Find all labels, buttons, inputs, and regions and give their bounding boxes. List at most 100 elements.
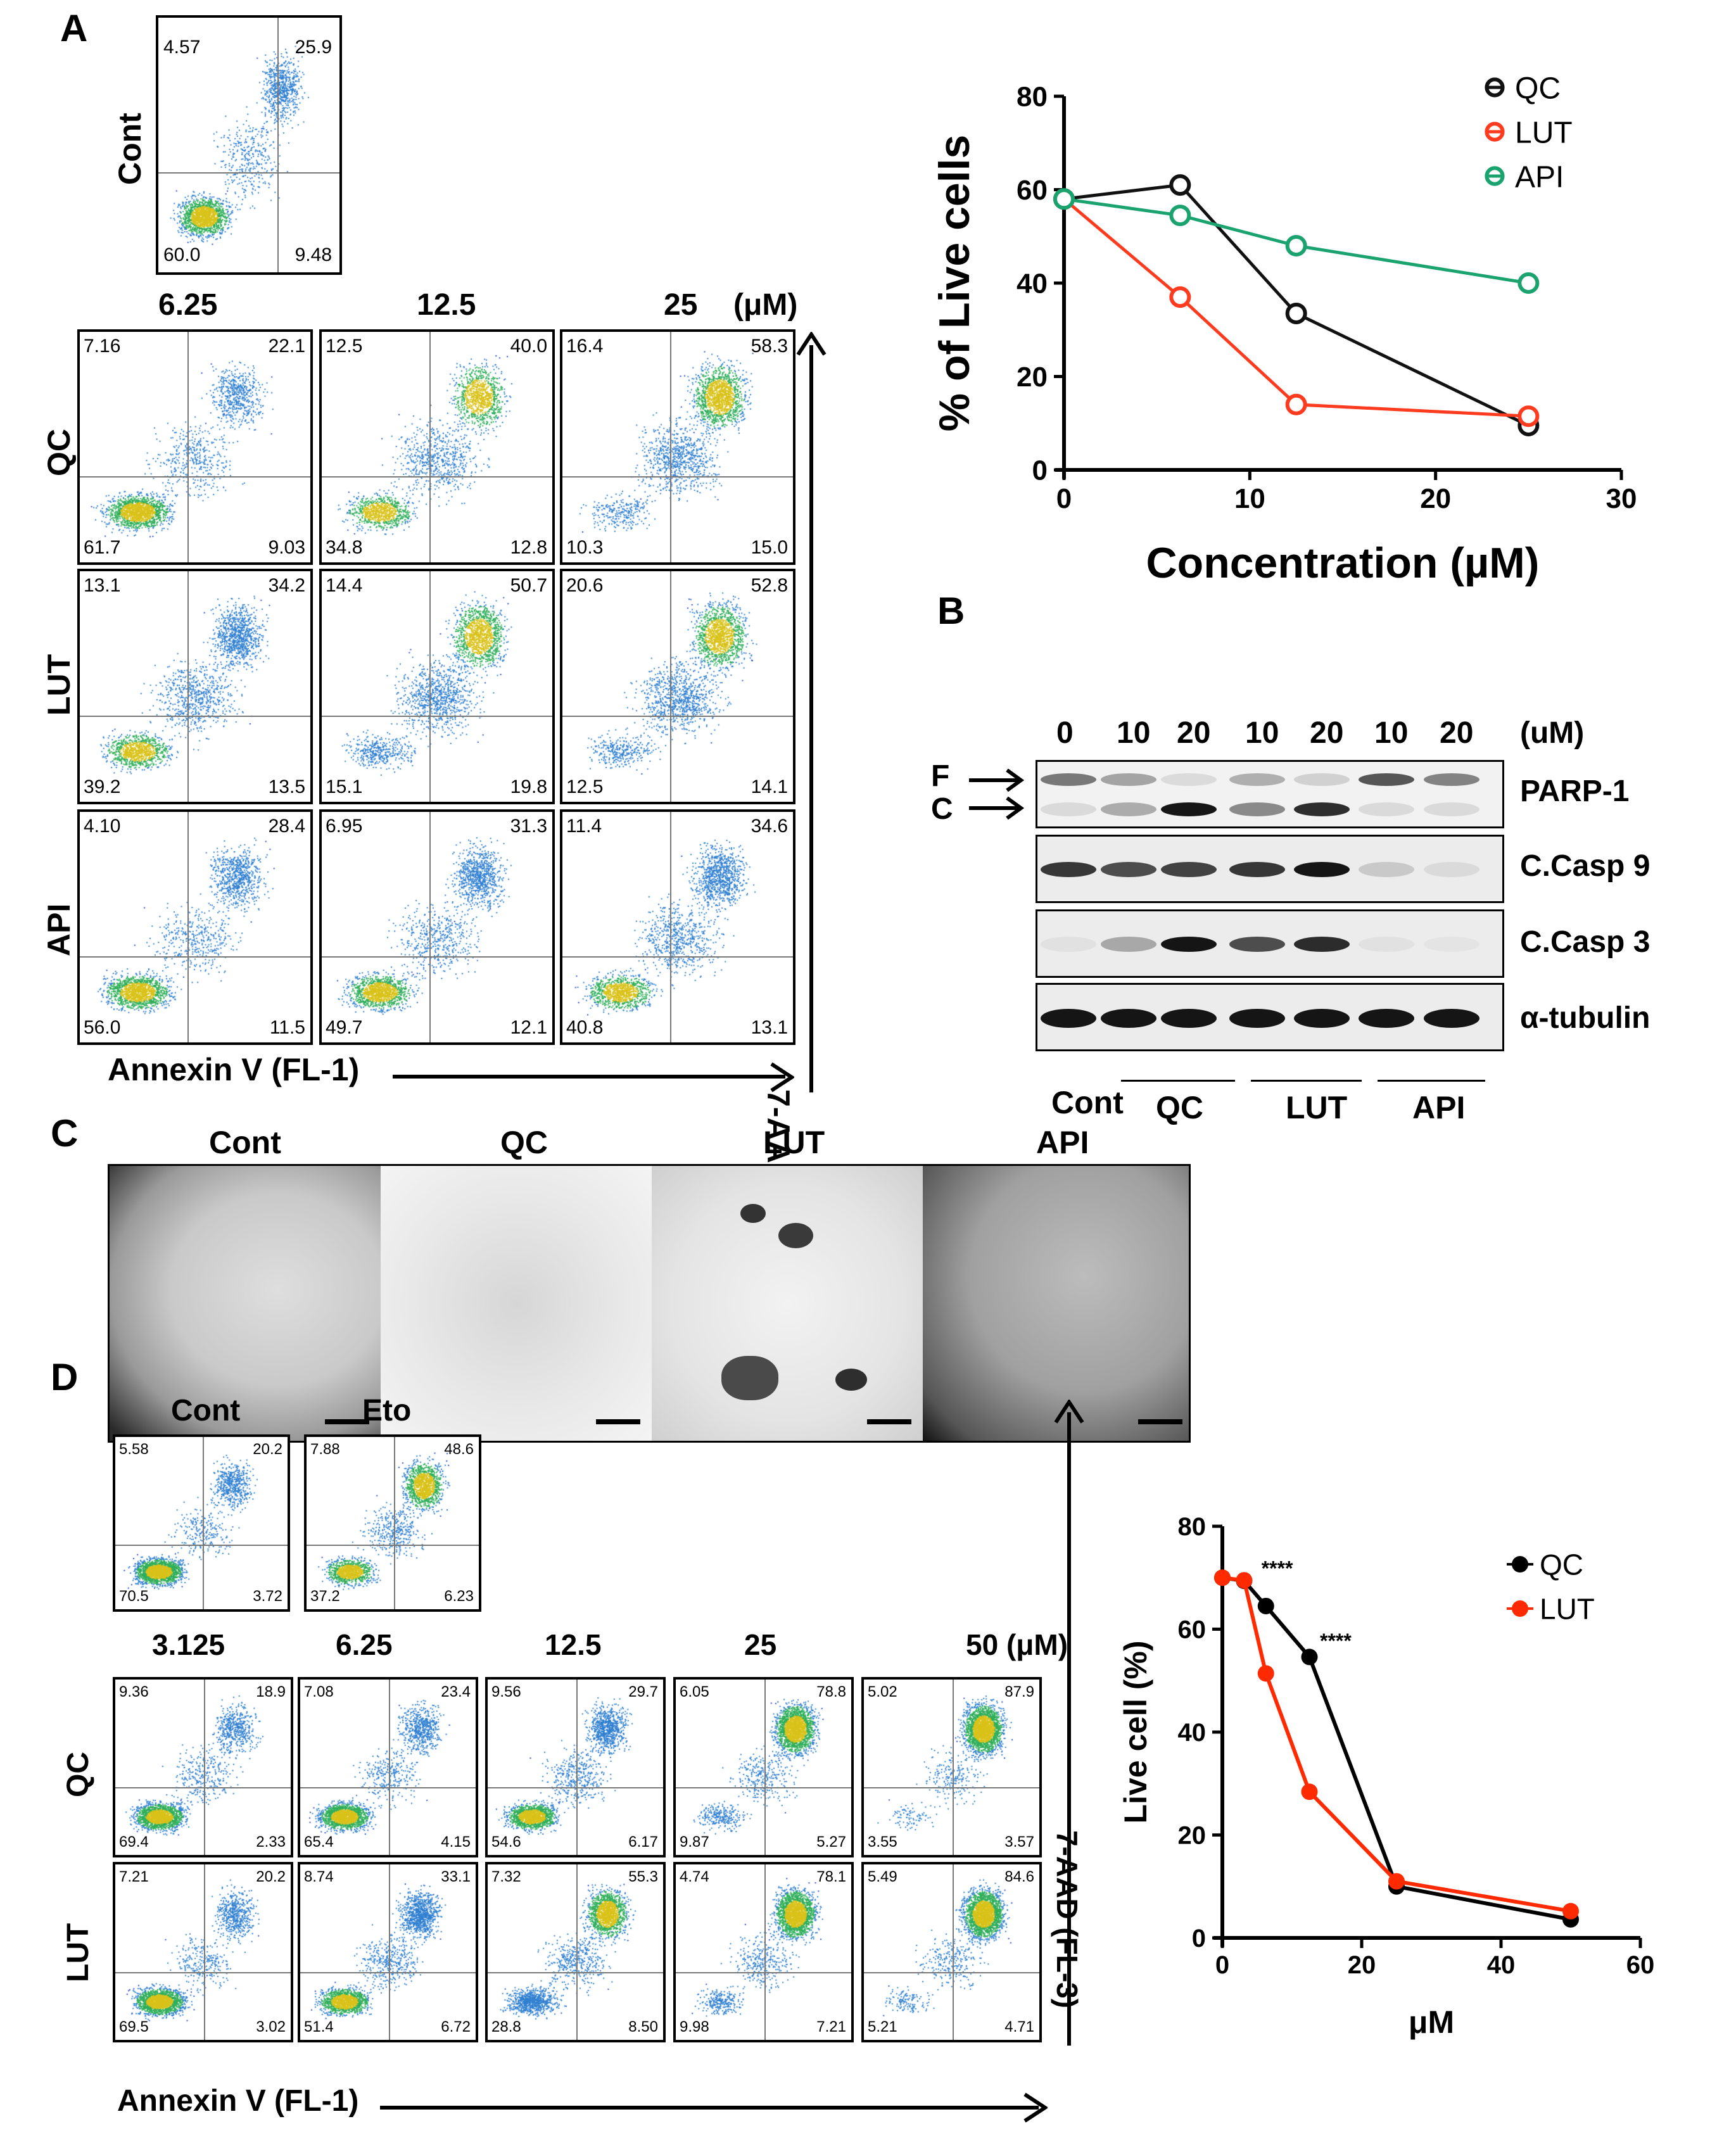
flow-plot: 7.16 22.1 61.7 9.03 (77, 329, 313, 565)
a-cont-flow-plot: 4.57 25.9 60.0 9.48 (156, 15, 342, 275)
quadrant-ur: 34.2 (268, 575, 305, 596)
quadrant-ul: 16.4 (566, 336, 604, 357)
y-tick-label: 80 (1017, 81, 1048, 112)
quadrant-ll: 9.87 (680, 1833, 709, 1851)
flow-plot: 6.05 78.8 9.87 5.27 (673, 1677, 854, 1857)
quadrant-ul: 20.6 (566, 575, 604, 596)
b-unit: (uM) (1520, 716, 1585, 750)
quadrant-ll: 5.21 (868, 2018, 897, 2035)
legend-marker (1512, 1600, 1528, 1617)
quadrant-ll: 10.3 (566, 537, 604, 558)
a-row-label-lut: LUT (41, 654, 77, 716)
quadrant-ul: 12.5 (326, 336, 363, 357)
y-tick-label: 0 (1192, 1925, 1206, 1952)
a-y-arrow-head (796, 332, 827, 356)
quadrant-ll: 60.0 (163, 244, 201, 265)
flow-plot: 6.95 31.3 49.7 12.1 (319, 809, 555, 1045)
quadrant-ul: 4.10 (84, 816, 121, 837)
a-x-arrow-head (770, 1062, 794, 1092)
flow-plot: 16.4 58.3 10.3 15.0 (560, 329, 795, 565)
blot-label-ccasp3: C.Casp 3 (1520, 925, 1650, 959)
quadrant-ll: 37.2 (310, 1588, 340, 1605)
legend-label: QC (1540, 1548, 1583, 1581)
micrograph-api (923, 1166, 1189, 1441)
a-conc-header: 25 (664, 288, 698, 322)
series-line-lut (1222, 1576, 1571, 1913)
y-tick-label: 40 (1017, 268, 1048, 299)
d-y-axis-label: 7-AAD (FL-3) (1051, 1830, 1084, 2009)
quadrant-lr: 3.57 (1004, 1833, 1034, 1851)
d-x-axis-label: Annexin V (FL-1) (117, 2084, 359, 2118)
d-top-label-eto: Eto (362, 1394, 412, 1427)
quadrant-ul: 9.36 (119, 1683, 149, 1700)
quadrant-lr: 12.1 (510, 1017, 547, 1038)
data-point-api (1517, 272, 1540, 294)
data-point-qc (1257, 1597, 1274, 1614)
quadrant-ll: 40.8 (566, 1017, 604, 1038)
data-point-api (1053, 188, 1075, 210)
quadrant-ul: 5.58 (119, 1441, 149, 1458)
y-axis-label: Live cell (%) (1118, 1641, 1153, 1824)
quadrant-ur: 20.2 (253, 1441, 282, 1458)
series-line-api (1063, 197, 1529, 285)
data-point-lut (1236, 1572, 1253, 1589)
series-line-qc (1222, 1576, 1571, 1921)
quadrant-ur: 33.1 (441, 1868, 471, 1885)
panel-letter-a: A (60, 7, 88, 49)
quadrant-ll: 61.7 (84, 537, 121, 558)
quadrant-ll: 3.55 (868, 1833, 897, 1851)
data-point-lut (1517, 405, 1540, 427)
micrograph-qc (381, 1166, 652, 1441)
blot-strip (1036, 983, 1504, 1051)
flow-plot: 14.4 50.7 15.1 19.8 (319, 569, 555, 804)
quadrant-ul: 13.1 (84, 575, 121, 596)
flow-plot: 7.88 48.6 37.2 6.23 (304, 1434, 481, 1612)
quadrant-lr: 7.21 (816, 2018, 846, 2035)
a-conc-header: 6.25 (158, 288, 218, 322)
quadrant-ur: 28.4 (268, 816, 305, 837)
data-point-lut (1214, 1569, 1231, 1586)
quadrant-ur: 50.7 (510, 575, 547, 596)
c-label-qc: QC (500, 1125, 548, 1160)
quadrant-ll: 9.98 (680, 2018, 709, 2035)
quadrant-ll: 65.4 (304, 1833, 334, 1851)
x-tick-label: 20 (1420, 483, 1451, 514)
quadrant-lr: 8.50 (628, 2018, 658, 2035)
data-point-api (1169, 205, 1191, 227)
b-conc-label: 10 (1374, 716, 1409, 750)
d-conc-header: 3.125 (152, 1628, 225, 1661)
flow-plot: 7.08 23.4 65.4 4.15 (298, 1677, 478, 1857)
flow-plot: 11.4 34.6 40.8 13.1 (560, 809, 795, 1045)
quadrant-ur: 84.6 (1004, 1868, 1034, 1885)
arrow-c-label: C (931, 792, 953, 826)
b-arrows (969, 768, 1025, 820)
d-conc-header: 12.5 (545, 1628, 602, 1661)
quadrant-lr: 11.5 (269, 1017, 305, 1038)
flow-plot: 5.58 20.2 70.5 3.72 (113, 1434, 290, 1612)
quadrant-lr: 5.27 (816, 1833, 846, 1851)
quadrant-ul: 7.08 (304, 1683, 334, 1700)
quadrant-lr: 6.23 (444, 1588, 474, 1605)
quadrant-ur: 25.9 (295, 37, 332, 58)
y-tick-label: 20 (1178, 1822, 1207, 1850)
b-group-qc: QC (1156, 1090, 1203, 1125)
a-x-arrow (393, 1075, 785, 1079)
series-line-qc (1063, 183, 1530, 427)
d-y-arrow (1067, 1412, 1071, 2046)
data-point-api (1285, 235, 1307, 256)
quadrant-ll: 56.0 (84, 1017, 121, 1038)
flow-plot: 13.1 34.2 39.2 13.5 (77, 569, 313, 804)
blot-strip (1036, 760, 1504, 828)
c-label-lut: LUT (763, 1125, 825, 1160)
y-tick-label: 80 (1178, 1513, 1207, 1541)
data-point-qc (1169, 174, 1191, 196)
quadrant-lr: 3.72 (253, 1588, 282, 1605)
d-x-arrow (380, 2106, 1039, 2110)
y-tick-label: 40 (1178, 1719, 1207, 1747)
quadrant-ul: 8.74 (304, 1868, 334, 1885)
quadrant-ll: 34.8 (326, 537, 363, 558)
legend-label: LUT (1540, 1593, 1595, 1626)
x-tick-label: 40 (1487, 1951, 1516, 1979)
flow-plot: 12.5 40.0 34.8 12.8 (319, 329, 555, 565)
blot-strip (1036, 909, 1504, 978)
